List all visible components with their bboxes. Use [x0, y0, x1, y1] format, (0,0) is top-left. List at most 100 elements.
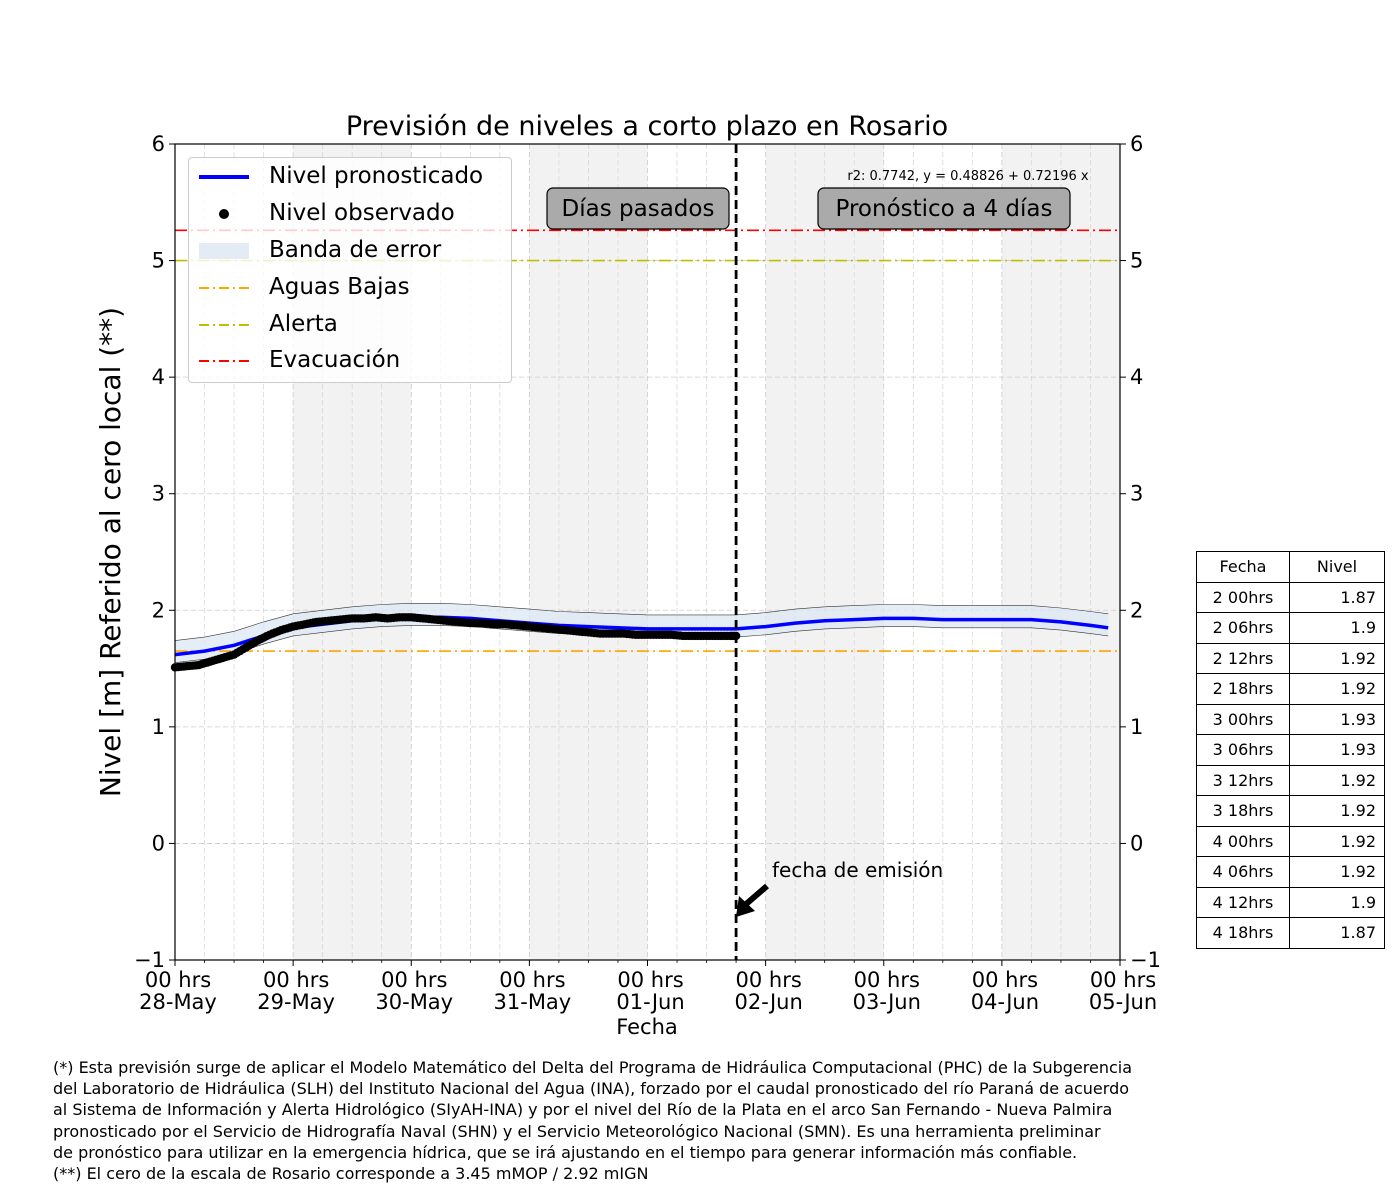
table-header-nivel: Nivel — [1289, 551, 1385, 583]
footnote-line: de pronóstico para utilizar en la emerge… — [53, 1142, 1078, 1162]
table-cell-nivel: 1.87 — [1289, 581, 1385, 613]
table-row: 3 18hrs 1.92 — [1196, 795, 1385, 827]
past-days-label: Días pasados — [546, 187, 730, 230]
legend-item-forecast: Nivel pronosticado — [197, 162, 507, 192]
x-tick-label-date: 28-May — [139, 990, 217, 1014]
legend-swatch-alert — [199, 324, 249, 326]
table-cell-fecha: 4 00hrs — [1196, 825, 1290, 857]
legend-label-alert: Alerta — [269, 311, 338, 337]
y-tick-label: 6 — [152, 132, 165, 156]
chart-title: Previsión de niveles a corto plazo en Ro… — [346, 111, 948, 142]
legend-label-low-water: Aguas Bajas — [269, 274, 410, 300]
x-tick-label-date: 04-Jun — [971, 990, 1039, 1014]
table-header-fecha: Fecha — [1196, 551, 1290, 583]
footnote-line: al Sistema de Información y Alerta Hidro… — [53, 1100, 1113, 1120]
y-tick-label: 1 — [152, 715, 165, 739]
x-tick-label-date: 03-Jun — [853, 990, 921, 1014]
table-cell-fecha: 3 06hrs — [1196, 734, 1290, 766]
y-tick-label-right: −1 — [1130, 948, 1161, 972]
past-days-text: Días pasados — [562, 196, 715, 222]
table-row: 3 06hrs 1.93 — [1196, 734, 1385, 766]
y-tick-label: 0 — [152, 831, 165, 855]
footnote-line: (*) Esta previsión surge de aplicar el M… — [53, 1058, 1133, 1077]
y-axis-label: Nivel [m] Referido al cero local (**) — [94, 307, 127, 797]
x-axis-label: Fecha — [616, 1015, 678, 1039]
y-tick-label-right: 3 — [1130, 482, 1143, 506]
table-cell-fecha: 3 18hrs — [1196, 795, 1290, 827]
legend-label-observed: Nivel observado — [269, 200, 455, 226]
forecast-table: Fecha Nivel 2 00hrs 1.87 2 06hrs 1.9 2 12hrs… — [1196, 551, 1385, 949]
table-row: 4 12hrs 1.9 — [1196, 886, 1385, 918]
legend-item-low-water: Aguas Bajas — [197, 273, 507, 303]
legend-item-alert: Alerta — [197, 310, 507, 340]
table-cell-nivel: 1.93 — [1289, 703, 1385, 735]
table-row: 4 00hrs 1.92 — [1196, 825, 1385, 857]
table-row: 3 12hrs 1.92 — [1196, 764, 1385, 796]
legend-swatch-low-water — [199, 287, 249, 289]
table-cell-fecha: 2 06hrs — [1196, 612, 1290, 644]
table-cell-fecha: 2 00hrs — [1196, 581, 1290, 613]
table-row: 2 06hrs 1.9 — [1196, 612, 1385, 644]
table-cell-nivel: 1.87 — [1289, 917, 1385, 949]
legend-item-error-band: Banda de error — [197, 236, 507, 266]
legend-swatch-observed — [219, 209, 229, 219]
x-tick-label-date: 30-May — [375, 990, 453, 1014]
table-row: 4 06hrs 1.92 — [1196, 856, 1385, 888]
emission-annotation: fecha de emisión — [736, 858, 943, 917]
footnote-line: del Laboratorio de Hidráulica (SLH) del … — [53, 1079, 1130, 1099]
legend-item-observed: Nivel observado — [197, 199, 507, 229]
x-tick-label: 00 hrs — [1090, 968, 1156, 992]
table-cell-fecha: 4 06hrs — [1196, 856, 1290, 888]
table-cell-fecha: 4 18hrs — [1196, 917, 1290, 949]
forecast-days-text: Pronóstico a 4 días — [836, 196, 1053, 222]
legend-swatch-error-band — [199, 243, 249, 259]
error-band-upper — [174, 603, 1109, 641]
table-cell-nivel: 1.9 — [1289, 612, 1385, 644]
table-row: 2 18hrs 1.92 — [1196, 673, 1385, 705]
table-header-row: Fecha Nivel — [1196, 551, 1385, 583]
y-tick-label: 5 — [152, 249, 165, 273]
y-tick-label-right: 5 — [1130, 249, 1143, 273]
y-tick-label: −1 — [134, 948, 165, 972]
x-tick-label: 00 hrs — [381, 968, 447, 992]
table-cell-nivel: 1.9 — [1289, 886, 1385, 918]
x-tick-label: 00 hrs — [735, 968, 801, 992]
x-tick-label: 00 hrs — [263, 968, 329, 992]
y-tick-label-right: 1 — [1130, 715, 1143, 739]
x-tick-label: 00 hrs — [145, 968, 211, 992]
table-cell-nivel: 1.92 — [1289, 856, 1385, 888]
forecast-days-label: Pronóstico a 4 días — [817, 187, 1071, 230]
table-cell-fecha: 2 18hrs — [1196, 673, 1290, 705]
x-tick-label: 00 hrs — [617, 968, 683, 992]
table-row: 2 12hrs 1.92 — [1196, 642, 1385, 674]
emission-text: fecha de emisión — [772, 858, 943, 882]
table-cell-fecha: 2 12hrs — [1196, 642, 1290, 674]
table-cell-fecha: 4 12hrs — [1196, 886, 1290, 918]
legend-swatch-forecast — [199, 175, 249, 179]
footnote: (*) Esta previsión surge de aplicar el M… — [53, 1057, 1353, 1184]
y-tick-label: 2 — [152, 598, 165, 622]
x-tick-label: 00 hrs — [972, 968, 1038, 992]
x-tick-label: 00 hrs — [854, 968, 920, 992]
table-cell-nivel: 1.92 — [1289, 795, 1385, 827]
x-tick-label-date: 01-Jun — [616, 990, 684, 1014]
x-tick-label-date: 29-May — [257, 990, 335, 1014]
x-tick-label: 00 hrs — [499, 968, 565, 992]
x-tick-label-date: 02-Jun — [734, 990, 802, 1014]
y-tick-label-right: 6 — [1130, 132, 1143, 156]
footnote-line: pronosticado por el Servicio de Hidrogra… — [53, 1121, 1101, 1141]
legend-label-error-band: Banda de error — [269, 237, 442, 263]
table-cell-nivel: 1.92 — [1289, 673, 1385, 705]
footnote-line: (**) El cero de la escala de Rosario cor… — [53, 1164, 649, 1184]
legend-item-evacuation: Evacuación — [197, 346, 507, 376]
x-tick-label-date: 31-May — [494, 990, 572, 1014]
table-row: 3 00hrs 1.93 — [1196, 703, 1385, 735]
table-cell-nivel: 1.92 — [1289, 825, 1385, 857]
table-cell-fecha: 3 00hrs — [1196, 703, 1290, 735]
regression-text: r2: 0.7742, y = 0.48826 + 0.72196 x — [847, 169, 1089, 184]
y-tick-label-right: 4 — [1130, 365, 1143, 389]
legend: Nivel pronosticado Nivel observado Banda… — [188, 157, 512, 383]
legend-swatch-evacuation — [199, 360, 249, 362]
x-tick-label-date: 05-Jun — [1089, 990, 1157, 1014]
table-cell-nivel: 1.92 — [1289, 642, 1385, 674]
